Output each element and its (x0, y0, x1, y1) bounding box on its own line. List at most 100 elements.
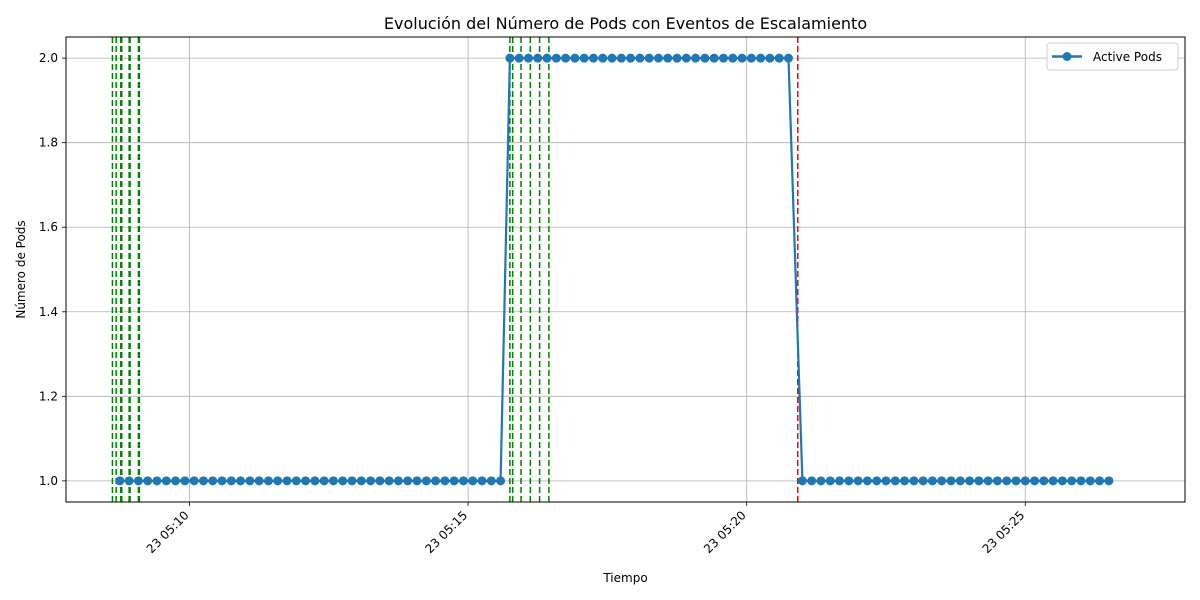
grid (66, 37, 1185, 502)
data-point (570, 53, 580, 63)
data-point (626, 53, 636, 63)
data-point (765, 53, 775, 63)
data-point (226, 476, 236, 486)
y-tick-label: 2.0 (39, 51, 58, 65)
data-point (124, 476, 134, 486)
data-point (835, 476, 845, 486)
data-point (171, 476, 181, 486)
data-point (1030, 476, 1040, 486)
data-point (616, 53, 626, 63)
data-point (756, 53, 766, 63)
data-point (1048, 476, 1058, 486)
y-tick-label: 1.8 (39, 136, 58, 150)
data-point (449, 476, 459, 486)
data-point (328, 476, 338, 486)
data-point (691, 53, 701, 63)
data-point (728, 53, 738, 63)
data-point (774, 53, 784, 63)
data-point (737, 53, 747, 63)
data-point (890, 476, 900, 486)
data-point (440, 476, 450, 486)
data-point (143, 476, 153, 486)
legend-label-active-pods: Active Pods (1093, 50, 1162, 64)
data-point (217, 476, 227, 486)
data-point (797, 476, 807, 486)
series-active-pods (115, 53, 1114, 486)
legend-marker-swatch (1062, 52, 1072, 61)
data-point (807, 476, 817, 486)
legend-box (1046, 42, 1179, 71)
data-point (635, 53, 645, 63)
data-point (844, 476, 854, 486)
y-tick-label: 1.2 (39, 389, 58, 403)
scaling-event-lines (111, 37, 799, 502)
data-point (189, 476, 199, 486)
legend: Active Pods (1046, 42, 1179, 71)
x-tick-label: 23 05:25 (980, 508, 1028, 556)
y-tick-label: 1.6 (39, 220, 58, 234)
x-axis-label: Tiempo (602, 571, 647, 585)
data-point (393, 476, 403, 486)
data-point (338, 476, 348, 486)
data-point (152, 476, 162, 486)
data-point (965, 476, 975, 486)
data-point (709, 53, 719, 63)
data-point (551, 53, 561, 63)
data-point (955, 476, 965, 486)
data-point (115, 476, 125, 486)
data-point (366, 476, 376, 486)
data-point (937, 476, 947, 486)
data-point (161, 476, 171, 486)
x-tick-label: 23 05:20 (701, 508, 749, 556)
data-point (927, 476, 937, 486)
data-point (282, 476, 292, 486)
data-point (208, 476, 218, 486)
data-point (992, 476, 1002, 486)
x-tick-label: 23 05:10 (144, 508, 192, 556)
data-point (263, 476, 273, 486)
y-axis-label: Número de Pods (14, 220, 28, 318)
data-point (384, 476, 394, 486)
data-point (1002, 476, 1012, 486)
data-point (918, 476, 928, 486)
data-point (514, 53, 524, 63)
data-point (909, 476, 919, 486)
data-point (598, 53, 608, 63)
data-point (347, 476, 357, 486)
data-point (254, 476, 264, 486)
data-point (273, 476, 283, 486)
data-point (783, 53, 793, 63)
data-point (412, 476, 422, 486)
data-point (718, 53, 728, 63)
data-point (607, 53, 617, 63)
y-tick-label: 1.0 (39, 474, 58, 488)
x-tick-label: 23 05:15 (422, 508, 470, 556)
data-point (1057, 476, 1067, 486)
chart-title: Evolución del Número de Pods con Eventos… (384, 14, 867, 33)
data-point (1085, 476, 1095, 486)
data-point (872, 476, 882, 486)
data-point (653, 53, 663, 63)
x-axis-ticks: 23 05:10 23 05:15 23 05:20 23 05:25 (144, 502, 1028, 556)
data-point (974, 476, 984, 486)
data-point (825, 476, 835, 486)
data-point (561, 53, 571, 63)
data-point (468, 476, 478, 486)
data-point (1039, 476, 1049, 486)
data-point (1020, 476, 1030, 486)
data-point (505, 53, 515, 63)
data-point (421, 476, 431, 486)
data-point (431, 476, 441, 486)
data-point (375, 476, 385, 486)
data-point (672, 53, 682, 63)
data-point (983, 476, 993, 486)
data-point (1067, 476, 1077, 486)
data-point (180, 476, 190, 486)
y-tick-label: 1.4 (39, 305, 58, 319)
data-point (881, 476, 891, 486)
data-point (1095, 476, 1105, 486)
data-point (681, 53, 691, 63)
data-point (198, 476, 208, 486)
data-point (533, 53, 543, 63)
